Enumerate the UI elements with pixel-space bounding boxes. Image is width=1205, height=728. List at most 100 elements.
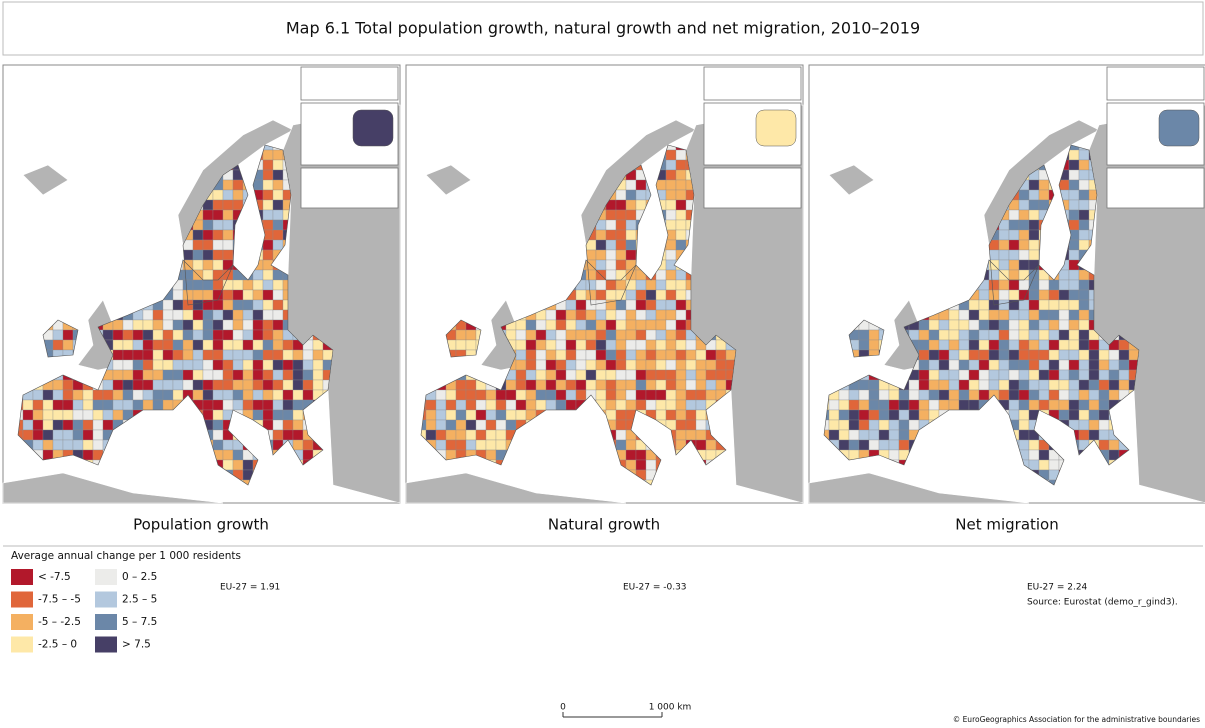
region	[1038, 329, 1050, 341]
region	[675, 379, 687, 391]
region	[585, 309, 597, 321]
region	[675, 299, 687, 311]
region	[1018, 419, 1030, 431]
region	[645, 309, 657, 321]
region	[465, 379, 477, 391]
region	[122, 369, 134, 381]
region	[675, 169, 687, 181]
region	[695, 399, 707, 411]
region	[152, 359, 164, 371]
inset-region	[755, 109, 797, 147]
region	[898, 409, 910, 421]
region	[162, 349, 174, 361]
region	[515, 379, 527, 391]
region	[615, 229, 627, 241]
region	[1028, 309, 1040, 321]
inset-box	[703, 66, 802, 101]
region	[132, 369, 144, 381]
region	[62, 379, 74, 391]
region	[615, 399, 627, 411]
region	[655, 269, 667, 281]
region	[112, 409, 124, 421]
region	[615, 349, 627, 361]
region	[858, 419, 870, 431]
region	[1028, 449, 1040, 461]
legend-swatch	[95, 614, 117, 630]
region	[252, 289, 264, 301]
region	[1058, 329, 1070, 341]
region	[1058, 299, 1070, 311]
region	[132, 319, 144, 331]
region	[1028, 209, 1040, 221]
region	[252, 309, 264, 321]
region	[1038, 339, 1050, 351]
region	[1078, 219, 1090, 231]
region	[535, 329, 547, 341]
region	[908, 389, 920, 401]
region	[202, 369, 214, 381]
region	[1088, 399, 1100, 411]
region	[455, 379, 467, 391]
region	[1088, 429, 1100, 441]
region	[32, 409, 44, 421]
region	[1018, 379, 1030, 391]
region	[615, 279, 627, 291]
region	[665, 209, 677, 221]
region	[222, 319, 234, 331]
region	[1068, 409, 1080, 421]
region	[998, 329, 1010, 341]
region	[675, 289, 687, 301]
region	[1098, 399, 1110, 411]
panel-caption: Net migration	[955, 516, 1059, 534]
region	[1008, 229, 1020, 241]
region	[625, 319, 637, 331]
region	[1058, 369, 1070, 381]
region	[1078, 159, 1090, 171]
region	[202, 239, 214, 251]
region	[998, 369, 1010, 381]
region	[958, 399, 970, 411]
region	[1018, 339, 1030, 351]
region	[1098, 359, 1110, 371]
region	[1128, 349, 1139, 361]
region	[968, 339, 980, 351]
region	[1008, 239, 1020, 251]
region	[1018, 219, 1030, 231]
region	[625, 369, 637, 381]
region	[465, 399, 477, 411]
region	[495, 419, 507, 431]
region	[132, 339, 144, 351]
region	[172, 319, 184, 331]
region	[212, 249, 224, 261]
region	[212, 429, 224, 441]
region	[232, 279, 244, 291]
inset-box	[1106, 66, 1205, 101]
region	[132, 359, 144, 371]
region	[1048, 329, 1060, 341]
region	[515, 369, 527, 381]
region	[1078, 199, 1090, 211]
non-eu-land	[2, 472, 224, 504]
region	[262, 359, 274, 371]
region	[918, 359, 930, 371]
region	[435, 419, 447, 431]
region	[52, 429, 64, 441]
region	[272, 179, 284, 191]
region	[898, 419, 910, 431]
region	[715, 349, 727, 361]
region	[1028, 389, 1040, 401]
region	[162, 359, 174, 371]
region	[625, 459, 637, 471]
region	[262, 189, 274, 201]
region	[262, 289, 274, 301]
region	[1078, 279, 1090, 291]
inset-box	[300, 66, 399, 101]
region	[1008, 289, 1020, 301]
region	[525, 319, 537, 331]
region	[102, 409, 114, 421]
region	[52, 409, 64, 421]
region	[585, 359, 597, 371]
region	[102, 389, 114, 401]
region	[998, 299, 1010, 311]
region	[1048, 459, 1060, 471]
